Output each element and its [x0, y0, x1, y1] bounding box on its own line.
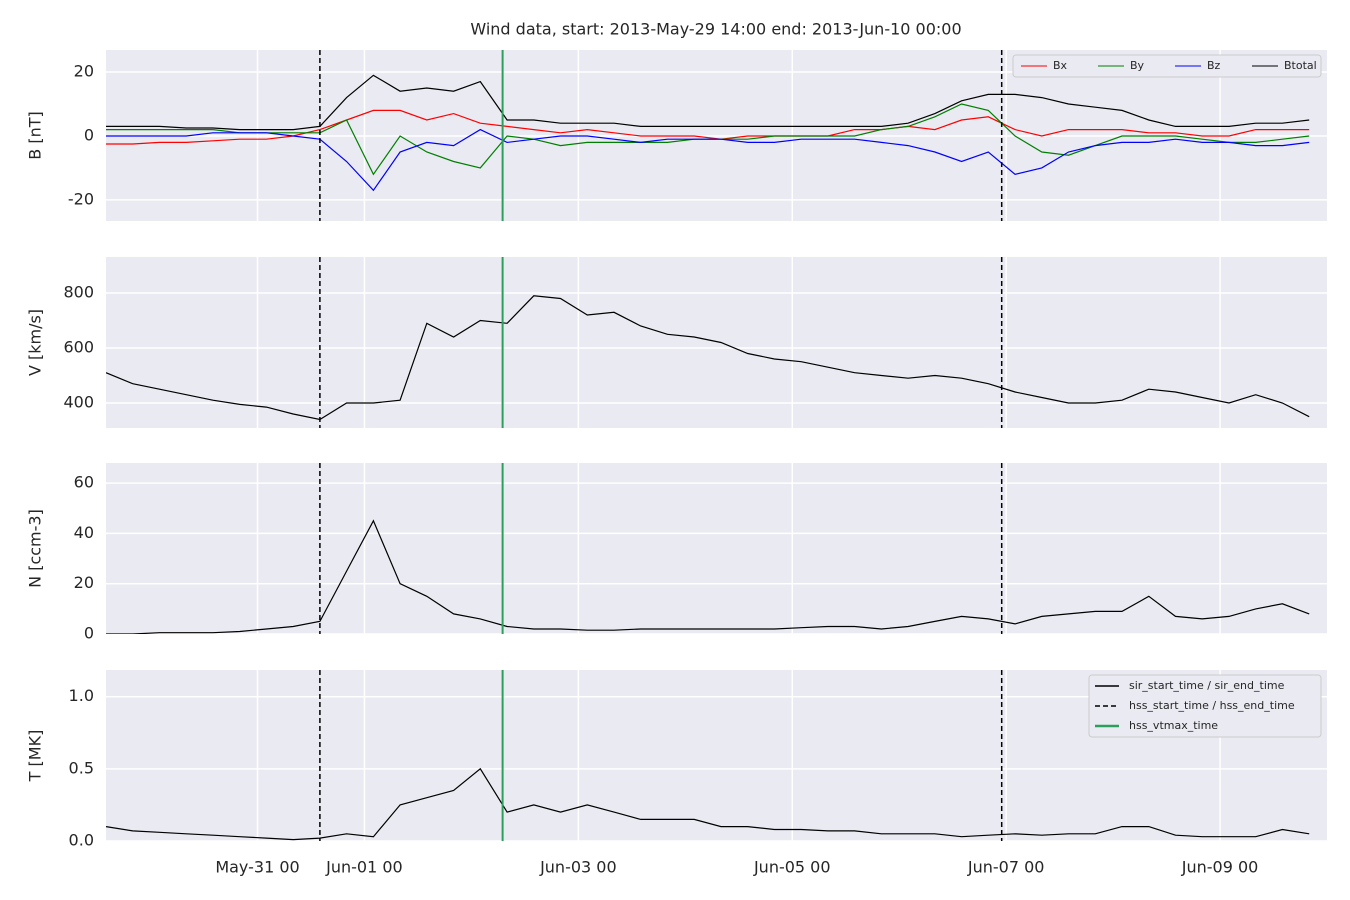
legend-label: sir_start_time / sir_end_time	[1129, 679, 1285, 692]
y-tick-label: 400	[63, 392, 94, 411]
x-tick-label: Jun-07 00	[967, 858, 1045, 877]
y-tick-label: 600	[63, 337, 94, 356]
y-tick-label: -20	[68, 189, 94, 208]
y-axis-label: N [ccm-3]	[26, 509, 45, 588]
figure-title: Wind data, start: 2013-May-29 14:00 end:…	[470, 20, 961, 39]
legend-box	[1088, 674, 1322, 738]
plot-area	[106, 50, 1310, 221]
legend-label: Bz	[1207, 59, 1221, 72]
x-tick-label: Jun-03 00	[539, 858, 617, 877]
y-tick-label: 0	[84, 624, 94, 643]
y-tick-label: 20	[74, 573, 94, 592]
data-line	[106, 295, 1310, 421]
y-tick-label: 40	[74, 523, 94, 542]
legend-label: Btotal	[1284, 59, 1317, 72]
plot-background	[106, 463, 1327, 634]
data-line	[106, 519, 1310, 634]
y-axis-label: V [km/s]	[26, 309, 45, 376]
y-axis-label: T [MK]	[26, 730, 45, 783]
y-tick-label: 1.0	[69, 686, 94, 705]
plot-area	[106, 257, 1310, 428]
y-tick-label: 0.5	[69, 758, 94, 777]
data-line	[106, 74, 1310, 131]
y-tick-label: 0.0	[69, 831, 94, 850]
y-tick-label: 800	[63, 283, 94, 302]
data-line	[106, 767, 1310, 841]
y-tick-label: 20	[74, 62, 94, 81]
legend-box	[1012, 54, 1322, 78]
plot-area	[106, 670, 1310, 841]
y-tick-label: 0	[84, 125, 94, 144]
y-tick-label: 60	[74, 473, 94, 492]
plot-area	[106, 463, 1310, 634]
legend-label: By	[1130, 59, 1145, 72]
data-line	[106, 128, 1310, 192]
x-tick-label: Jun-01 00	[325, 858, 403, 877]
legend-label: Bx	[1053, 59, 1068, 72]
x-tick-label: Jun-09 00	[1181, 858, 1259, 877]
legend-label: hss_start_time / hss_end_time	[1129, 699, 1295, 712]
legend-label: hss_vtmax_time	[1129, 719, 1218, 732]
x-tick-label: Jun-05 00	[753, 858, 831, 877]
x-tick-label: May-31 00	[215, 858, 299, 877]
y-axis-label: B [nT]	[26, 111, 45, 159]
